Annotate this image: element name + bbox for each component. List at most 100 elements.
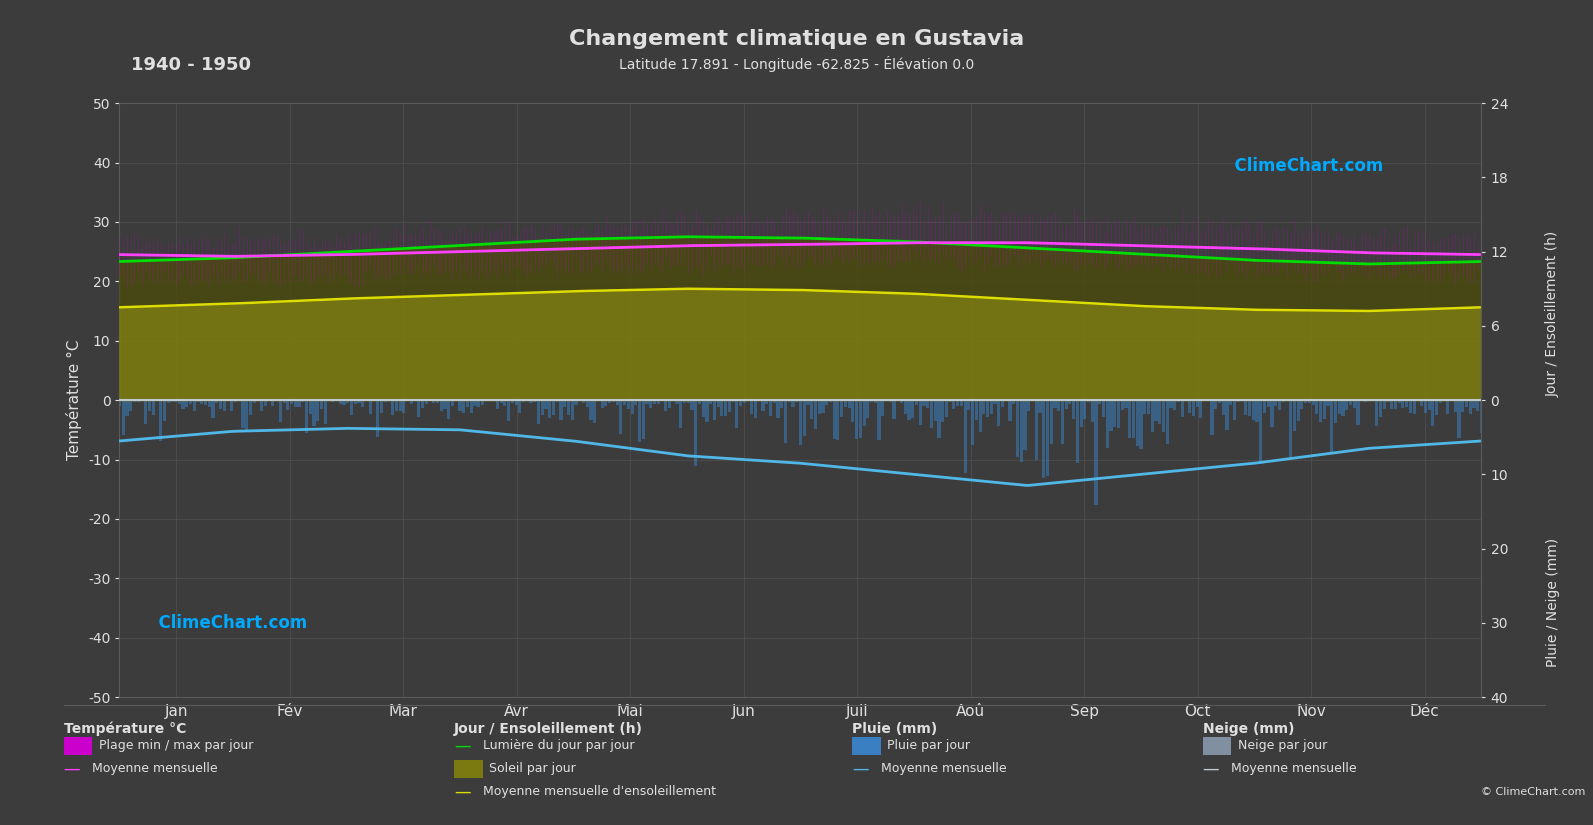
Bar <box>1188 400 1192 412</box>
Bar <box>182 400 185 409</box>
Bar <box>350 400 354 415</box>
Bar <box>683 400 687 403</box>
Bar <box>507 400 510 422</box>
Bar <box>459 400 462 411</box>
Bar <box>293 400 296 407</box>
Bar <box>581 400 585 403</box>
Text: Moyenne mensuelle: Moyenne mensuelle <box>92 762 218 776</box>
Bar <box>443 400 446 409</box>
Bar <box>814 400 817 430</box>
Text: Neige par jour: Neige par jour <box>1238 739 1327 752</box>
Bar <box>1431 400 1434 427</box>
Bar <box>1072 400 1075 419</box>
Bar <box>264 400 268 406</box>
Bar <box>1236 400 1239 402</box>
Bar <box>859 400 862 438</box>
Bar <box>1247 400 1251 416</box>
Bar <box>1394 400 1397 409</box>
Bar <box>1177 400 1180 402</box>
Bar <box>148 400 151 411</box>
Bar <box>121 400 124 436</box>
Bar <box>1109 400 1112 431</box>
Bar <box>1263 400 1266 412</box>
Bar <box>900 400 903 403</box>
Bar <box>331 400 335 402</box>
Bar <box>518 400 521 412</box>
Bar <box>551 400 554 415</box>
Bar <box>956 400 959 406</box>
Y-axis label: Température °C: Température °C <box>67 340 83 460</box>
Bar <box>926 400 929 408</box>
Bar <box>908 400 911 421</box>
Bar <box>279 400 282 422</box>
Bar <box>742 400 746 403</box>
Bar <box>540 400 543 415</box>
Bar <box>1139 400 1142 449</box>
Bar <box>847 400 851 408</box>
Bar <box>1195 400 1198 407</box>
Bar <box>787 400 790 403</box>
Bar <box>1150 400 1153 432</box>
Bar <box>287 400 290 410</box>
Bar <box>867 400 870 417</box>
Text: Moyenne mensuelle d'ensoleillement: Moyenne mensuelle d'ensoleillement <box>483 785 715 799</box>
Bar <box>784 400 787 443</box>
Bar <box>1402 400 1405 408</box>
Bar <box>1466 400 1469 407</box>
Bar <box>634 400 637 405</box>
Bar <box>1241 400 1244 401</box>
Bar <box>609 400 612 403</box>
Bar <box>1419 400 1423 407</box>
Bar <box>1125 400 1128 408</box>
Bar <box>795 400 798 402</box>
Bar <box>1386 400 1389 402</box>
Bar <box>781 400 784 408</box>
Bar <box>567 400 570 415</box>
Bar <box>604 400 607 407</box>
Bar <box>159 400 162 441</box>
Bar <box>223 400 226 411</box>
Bar <box>825 400 828 405</box>
Bar <box>1435 400 1438 415</box>
Bar <box>1172 400 1176 409</box>
Bar <box>589 400 593 420</box>
Bar <box>193 400 196 411</box>
Bar <box>1341 400 1344 417</box>
Bar <box>903 400 906 414</box>
Bar <box>593 400 596 423</box>
Bar <box>1252 400 1255 421</box>
Bar <box>840 400 843 417</box>
Bar <box>728 400 731 412</box>
Bar <box>1098 400 1101 403</box>
Bar <box>919 400 922 425</box>
Bar <box>451 400 454 406</box>
Bar <box>362 400 365 407</box>
Bar <box>1408 400 1411 413</box>
Bar <box>1080 400 1083 427</box>
Bar <box>1158 400 1161 424</box>
Bar <box>301 400 304 402</box>
Bar <box>432 400 435 403</box>
Bar <box>564 400 567 407</box>
Bar <box>473 400 476 406</box>
Bar <box>1469 400 1472 414</box>
Bar <box>395 400 398 411</box>
Bar <box>346 400 349 403</box>
Bar <box>1297 400 1300 421</box>
Bar <box>1327 400 1330 406</box>
Bar <box>436 400 440 403</box>
Bar <box>167 400 170 403</box>
Bar <box>701 400 704 417</box>
Bar <box>178 400 182 404</box>
Bar <box>256 400 260 401</box>
Bar <box>800 400 801 445</box>
Bar <box>753 400 757 417</box>
Bar <box>1039 400 1042 412</box>
Bar <box>1114 400 1117 427</box>
Bar <box>440 400 443 412</box>
Bar <box>1075 400 1078 463</box>
Bar <box>631 400 634 414</box>
Bar <box>476 400 479 407</box>
Bar <box>1443 400 1446 401</box>
Bar <box>612 400 615 402</box>
